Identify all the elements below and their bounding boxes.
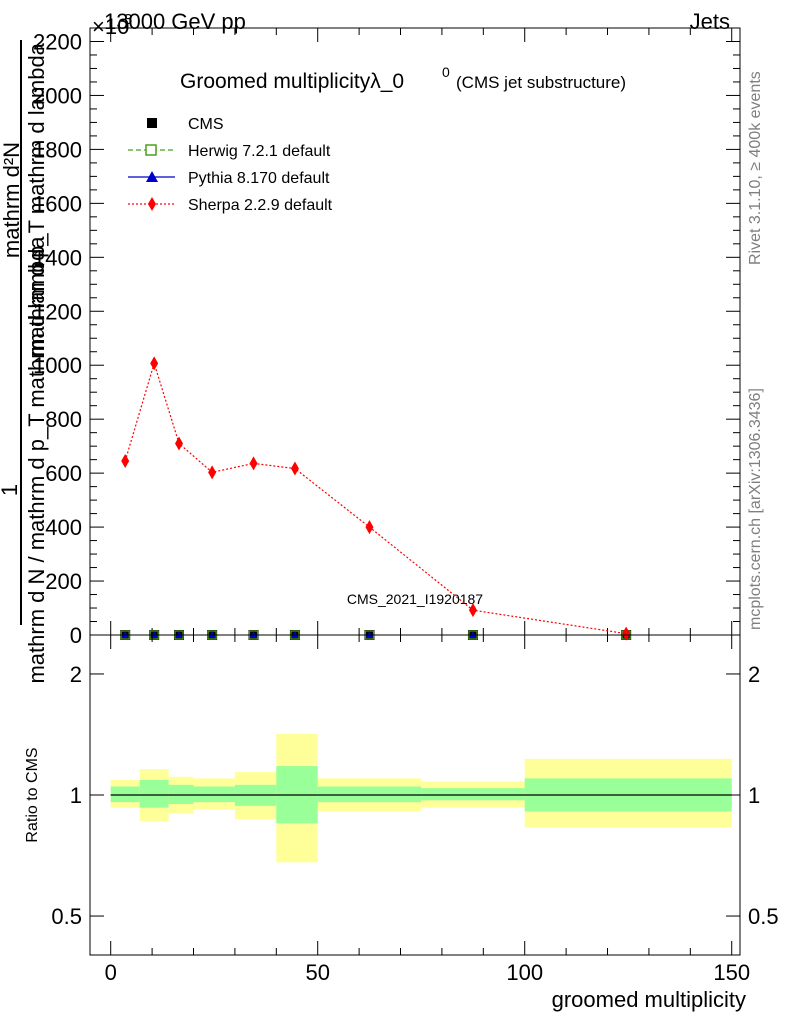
analysis-watermark: CMS_2021_I1920187 bbox=[347, 591, 483, 607]
main-y-tick-label: 600 bbox=[45, 461, 82, 486]
ratio-y-tick-label: 1 bbox=[70, 783, 82, 808]
ratio-inner-band bbox=[168, 784, 194, 804]
ratio-inner-band bbox=[193, 786, 235, 803]
legend-entry-cms: CMS bbox=[188, 116, 224, 133]
ratio-bands-layer bbox=[110, 733, 732, 863]
ylabel-fraction-numerator: 1 bbox=[0, 484, 22, 496]
ratio-x-ticks: 0 50 100 150 bbox=[105, 635, 750, 985]
main-y-tick-label: 800 bbox=[45, 407, 82, 432]
legend-marker-sherpa bbox=[148, 197, 156, 211]
legend-marker-cms bbox=[147, 118, 157, 128]
sherpa-point bbox=[468, 603, 477, 618]
main-y-tick-label: 200 bbox=[45, 569, 82, 594]
legend-entry-herwig: Herwig 7.2.1 default bbox=[188, 143, 331, 160]
ratio-inner-band bbox=[421, 788, 525, 801]
sherpa-point bbox=[290, 461, 299, 476]
ratio-y-tick-label-right: 2 bbox=[748, 662, 760, 687]
ratio-y-ticks: 0.5 0.5 1 1 2 2 bbox=[51, 662, 778, 929]
plot-title-superscript: 0 bbox=[442, 64, 450, 80]
main-y-tick-label: 1200 bbox=[33, 299, 82, 324]
plot-subtitle: (CMS jet substructure) bbox=[456, 73, 626, 92]
sherpa-point bbox=[365, 520, 374, 535]
ratio-y-tick-label-right: 1 bbox=[748, 783, 760, 808]
x-tick-label: 50 bbox=[305, 960, 329, 985]
legend-entry-sherpa: Sherpa 2.2.9 default bbox=[188, 197, 333, 214]
main-x-ticks bbox=[110, 28, 733, 635]
sherpa-point bbox=[208, 465, 217, 480]
legend-marker-herwig bbox=[145, 144, 157, 156]
main-y-tick-label: 2200 bbox=[33, 29, 82, 54]
legend-marker-pythia bbox=[146, 171, 158, 182]
ylabel-fraction-denominator: mathrm d N / mathrm d p_T mathrm d lambd… bbox=[24, 236, 49, 684]
main-y-tick-label: 1400 bbox=[33, 245, 82, 270]
main-y-tick-label: 1800 bbox=[33, 137, 82, 162]
sherpa-point bbox=[622, 626, 631, 641]
collision-label: 13000 GeV pp bbox=[104, 9, 246, 34]
sherpa-point bbox=[175, 436, 184, 451]
x-tick-label: 100 bbox=[506, 960, 543, 985]
plot-title: Groomed multiplicityλ_0 bbox=[180, 70, 404, 93]
ratio-y-axis-title: Ratio to CMS bbox=[24, 747, 41, 842]
rivet-label: Rivet 3.1.10, ≥ 400k events bbox=[747, 71, 764, 265]
legend: CMS Herwig 7.2.1 default Pythia 8.170 de… bbox=[128, 116, 333, 214]
ratio-inner-band bbox=[317, 786, 422, 803]
x-tick-label: 150 bbox=[713, 960, 750, 985]
main-y-tick-label: 0 bbox=[70, 623, 82, 648]
x-tick-label: 0 bbox=[105, 960, 117, 985]
ratio-y-tick-label: 2 bbox=[70, 662, 82, 687]
legend-entry-pythia: Pythia 8.170 default bbox=[188, 170, 330, 187]
main-y-tick-label: 400 bbox=[45, 515, 82, 540]
jets-label: Jets bbox=[690, 9, 730, 34]
main-y-axis-title: 1 mathrm d²N mathrm d p_T mathrm d lambd… bbox=[0, 40, 49, 684]
main-y-ticks: 0 200 400 600 800 1000 1200 1400 1600 1800 2000 220… bbox=[33, 27, 740, 648]
mcplots-label: mcplots.cern.ch [arXiv:1306.3436] bbox=[747, 388, 764, 630]
x-axis-title: groomed multiplicity bbox=[552, 987, 746, 1012]
main-y-tick-label: 1000 bbox=[33, 353, 82, 378]
sherpa-point bbox=[150, 356, 159, 371]
ratio-inner-band bbox=[139, 779, 169, 808]
sherpa-point bbox=[121, 453, 130, 468]
main-y-tick-label: 1600 bbox=[33, 191, 82, 216]
ratio-inner-band bbox=[110, 786, 140, 803]
main-y-tick-label: 2000 bbox=[33, 83, 82, 108]
exponent-power: 3 bbox=[124, 11, 132, 28]
ylabel-numerator-line2: mathrm d p_T mathrm d lambda bbox=[24, 42, 49, 357]
sherpa-point bbox=[249, 456, 258, 471]
ratio-y-tick-label: 0.5 bbox=[51, 904, 82, 929]
ratio-y-tick-label-right: 0.5 bbox=[748, 904, 779, 929]
